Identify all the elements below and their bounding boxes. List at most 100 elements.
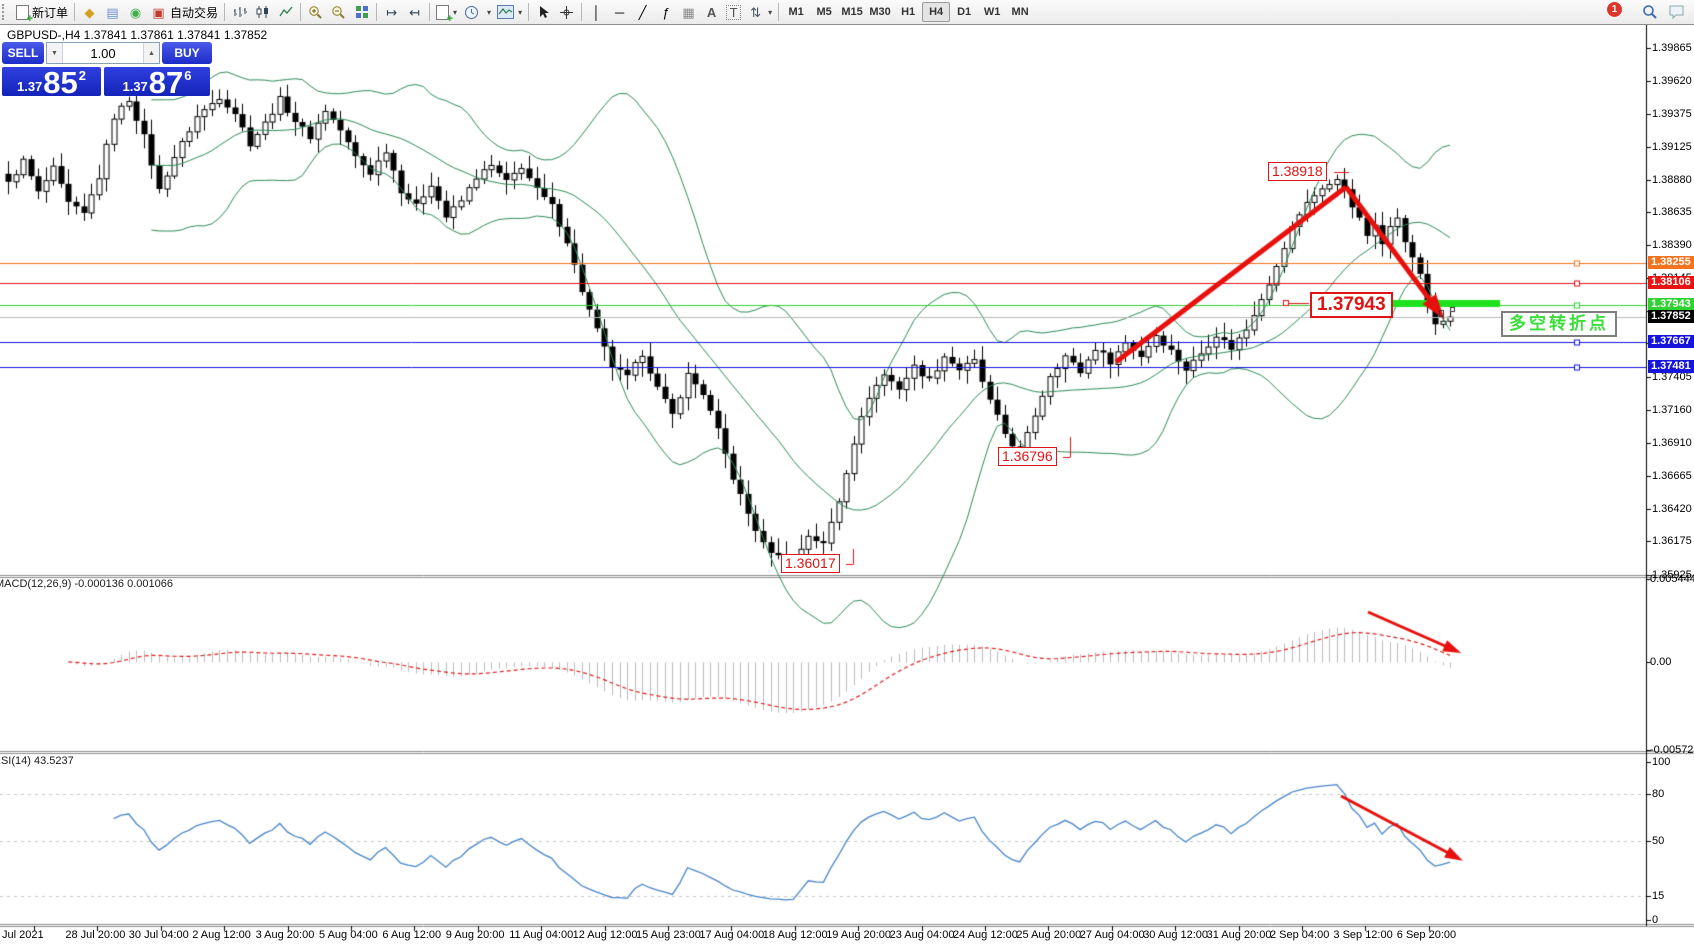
cursor-tool-button[interactable] — [532, 2, 555, 22]
main-toolbar: + 新订单 ◆ ▤ ◉ ▣ 自动交易 ↦ ↤ + ▾ ▾ ▾ │ ─ ╱ ƒ ▦ … — [0, 0, 1694, 25]
new-order-icon: + — [16, 4, 33, 24]
timeframe-m5[interactable]: M5 — [816, 6, 832, 18]
timeframe-h4[interactable]: H4 — [922, 2, 951, 22]
strategy-tester-button[interactable]: ◉ — [124, 2, 147, 22]
tile-windows-button[interactable] — [350, 2, 373, 22]
pivot-note-text[interactable]: 多空转折点 — [1501, 311, 1617, 337]
crosshair-icon — [558, 4, 575, 21]
line-chart-button[interactable] — [274, 2, 297, 22]
separator — [376, 3, 378, 21]
separator — [300, 3, 302, 21]
template-icon — [497, 4, 515, 21]
buy-price-display[interactable]: 1.37 87 6 — [104, 67, 210, 96]
swing-low-price-label[interactable]: 1.36017 — [781, 554, 840, 573]
rsi-indicator-label: RSI(14) 43.5237 — [0, 755, 74, 767]
pivot-price-label[interactable]: 1.37943 — [1310, 292, 1393, 318]
label-tool-button[interactable]: T — [723, 2, 744, 22]
timeframe-m1[interactable]: M1 — [788, 6, 804, 18]
timeframe-w1[interactable]: W1 — [983, 6, 1001, 18]
separator — [528, 3, 530, 21]
dropdown-caret-icon: ▾ — [453, 7, 458, 17]
hline-tool-button[interactable]: ─ — [608, 2, 631, 22]
dropdown-caret-icon: ▾ — [518, 7, 523, 17]
market-watch-icon: ◆ — [84, 4, 95, 20]
grid-tool-button[interactable]: ▦ — [677, 2, 700, 22]
new-order-label: 新订单 — [32, 5, 69, 20]
new-order-button[interactable]: + 新订单 — [13, 2, 71, 24]
zoom-out-button[interactable] — [327, 2, 350, 22]
dropdown-caret-icon: ▾ — [768, 7, 773, 17]
bar-chart-icon — [231, 4, 248, 21]
sell-price-display[interactable]: 1.37 85 2 — [2, 67, 101, 96]
buy-price-pip: 6 — [184, 68, 192, 83]
line-chart-icon — [277, 4, 294, 21]
ohlc-title: GBPUSD-,H4 1.37841 1.37861 1.37841 1.378… — [7, 28, 268, 42]
search-icon — [1641, 4, 1658, 21]
autotrade-button[interactable]: ▣ 自动交易 — [147, 2, 221, 22]
trendline-icon: ╱ — [638, 4, 647, 20]
auto-scroll-icon: ↦ — [386, 4, 397, 20]
data-window-icon: ▤ — [106, 4, 119, 20]
profiles-dropdown-button[interactable]: ▾ — [483, 2, 494, 22]
sell-price-main: 85 — [43, 67, 78, 96]
autotrade-icon: ▣ — [152, 4, 165, 20]
vline-tool-button[interactable]: │ — [585, 2, 608, 22]
macd-indicator-label: MACD(12,26,9) -0.000136 0.001066 — [0, 578, 173, 590]
grid-icon: ▦ — [682, 4, 695, 20]
volume-stepper: ▼ ▲ — [46, 42, 160, 64]
separator — [581, 3, 583, 21]
volume-increase-button[interactable]: ▲ — [143, 43, 159, 63]
buy-button[interactable]: BUY — [162, 42, 212, 64]
sell-button[interactable]: SELL — [2, 42, 44, 64]
separator — [224, 3, 226, 21]
buy-price-main: 87 — [148, 67, 184, 96]
swing-high-price-label[interactable]: 1.38918 — [1268, 162, 1327, 181]
toolbar-grip[interactable] — [2, 4, 11, 20]
search-button[interactable] — [1638, 2, 1661, 22]
vline-icon: │ — [592, 4, 601, 20]
arrows-tool-button[interactable]: ⇅ ▾ — [744, 2, 775, 22]
separator — [778, 3, 780, 21]
volume-decrease-button[interactable]: ▼ — [47, 43, 63, 63]
timeframe-m30[interactable]: M30 — [869, 6, 891, 18]
crosshair-tool-button[interactable] — [555, 2, 578, 22]
separator — [429, 3, 431, 21]
notification-badge[interactable]: 1 — [1606, 1, 1623, 18]
zoom-in-button[interactable] — [304, 2, 327, 22]
buy-price-prefix: 1.37 — [122, 79, 148, 94]
sell-price-prefix: 1.37 — [16, 79, 43, 94]
chart-shift-button[interactable]: ↤ — [403, 2, 426, 22]
sell-price-pip: 2 — [78, 68, 87, 83]
label-tool-icon: T — [726, 4, 742, 20]
clock-icon — [463, 4, 480, 21]
new-chart-button[interactable]: + ▾ — [433, 2, 460, 24]
one-click-trading-panel: SELL ▼ ▲ BUY 1.37 85 2 1.37 87 6 — [2, 42, 212, 96]
period-clock-button[interactable] — [460, 2, 483, 22]
zoom-out-icon — [330, 4, 347, 21]
timeframe-m15[interactable]: M15 — [841, 6, 863, 18]
timeframe-d1[interactable]: D1 — [957, 6, 972, 18]
notifications-button[interactable] — [1665, 2, 1688, 22]
pullback-low-price-label[interactable]: 1.36796 — [998, 447, 1057, 466]
timeframe-mn[interactable]: MN — [1011, 6, 1029, 18]
bar-chart-button[interactable] — [228, 2, 251, 22]
timeframe-h1[interactable]: H1 — [901, 6, 916, 18]
fibonacci-tool-button[interactable]: ƒ — [654, 2, 677, 22]
hline-icon: ─ — [614, 4, 625, 20]
new-chart-icon: + — [436, 4, 453, 24]
volume-input[interactable] — [63, 43, 143, 63]
data-window-button[interactable]: ▤ — [101, 2, 124, 22]
chart-canvas[interactable] — [0, 24, 1694, 946]
candle-chart-button[interactable] — [251, 2, 274, 22]
zoom-in-icon — [307, 4, 324, 21]
chart-shift-icon: ↤ — [409, 4, 420, 20]
strategy-tester-icon: ◉ — [129, 4, 142, 20]
market-watch-button[interactable]: ◆ — [78, 2, 101, 22]
template-button[interactable]: ▾ — [494, 2, 525, 22]
trendline-tool-button[interactable]: ╱ — [631, 2, 654, 22]
fibonacci-icon: ƒ — [661, 4, 670, 20]
text-tool-button[interactable]: A — [700, 2, 723, 22]
auto-scroll-button[interactable]: ↦ — [380, 2, 403, 22]
candle-chart-icon — [254, 4, 271, 21]
